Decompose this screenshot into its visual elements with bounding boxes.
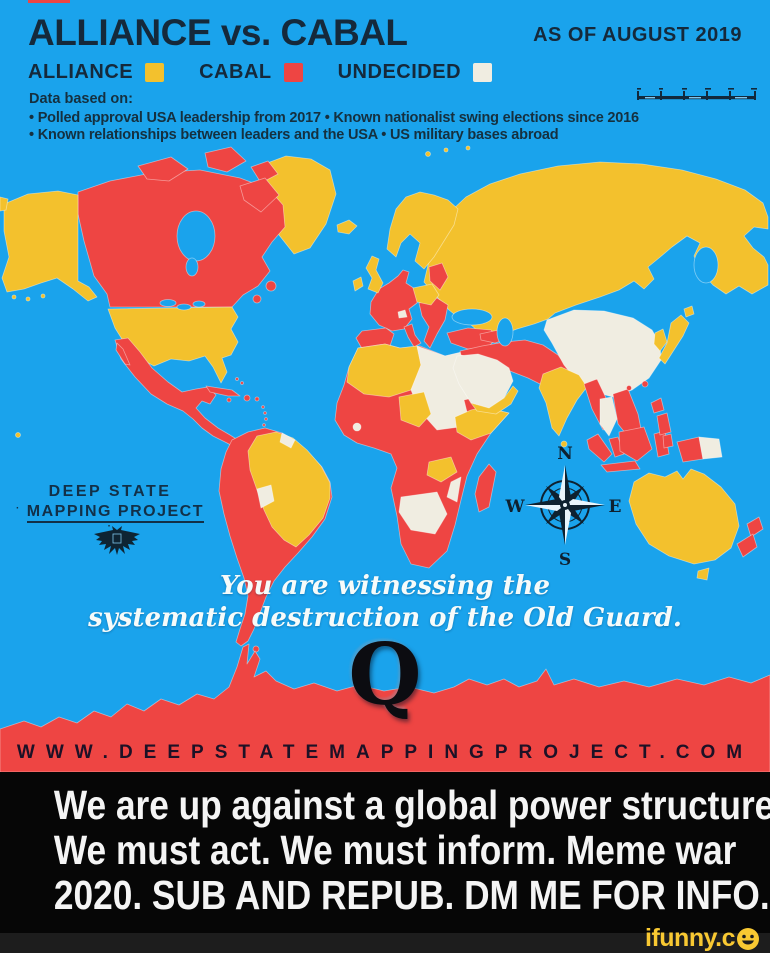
legend-item-alliance: ALLIANCE [28, 61, 165, 84]
region-brazil [247, 431, 331, 548]
project-label-line1: DEEP STATE [48, 483, 172, 500]
legend-label: ALLIANCE [28, 61, 134, 83]
caption-line: We are up against a global power structu… [53, 782, 770, 828]
smiley-o-icon [737, 927, 759, 950]
q-letter: Q [348, 625, 422, 724]
project-label-underlined: MAPPING PROJECT [26, 503, 204, 523]
caption-line: 2020. SUB AND REPUB. DM ME FOR INFO. [53, 872, 770, 918]
region-mozambique [446, 476, 462, 503]
data-sources-bullet: • Known relationships between leaders an… [29, 126, 559, 143]
website-url: WWW.DEEPSTATEMAPPINGPROJECT.COM [16, 742, 754, 763]
legend-item-undecided: UNDECIDED [337, 61, 493, 84]
region-india [538, 366, 588, 448]
region-uk-ireland [352, 255, 384, 294]
footer-strip [0, 933, 770, 953]
region-new-guinea-east [698, 436, 723, 460]
page-title: ALLIANCE vs. CABAL [28, 12, 408, 53]
compass-w: W [504, 497, 525, 517]
undecided-swatch [473, 63, 493, 82]
caption-line: We must act. We must inform. Meme war [53, 827, 737, 873]
region-taiwan-hainan [626, 380, 649, 391]
region-korea [653, 328, 668, 352]
region-hawaii [15, 432, 21, 438]
compass-e: E [609, 497, 622, 517]
alliance-swatch [145, 63, 165, 82]
project-label-line2: · MAPPING PROJECT · [15, 503, 205, 539]
region-zambia-zimbabwe [426, 456, 458, 483]
quote-text: You are witnessing the systematic destru… [0, 570, 770, 634]
caption-band: We are up against a global power structu… [0, 772, 770, 933]
compass-s: S [559, 550, 571, 570]
right-dot: · [107, 521, 113, 532]
region-chad-niger [398, 391, 432, 428]
world-map [0, 145, 770, 772]
region-philippines [650, 397, 674, 449]
region-falkland-islands [252, 645, 260, 653]
region-poland [412, 283, 440, 306]
data-sources-note: Data based on: • Polled approval USA lea… [29, 91, 639, 143]
map-scale-bar [637, 88, 757, 100]
quote-line1: You are witnessing the [219, 571, 551, 601]
project-label: DEEP STATE · MAPPING PROJECT · [15, 483, 205, 539]
top-red-sliver [28, 0, 70, 3]
region-madagascar [474, 463, 497, 513]
map-legend: ALLIANCE CABAL UNDECIDED [28, 61, 493, 84]
region-australia [628, 468, 740, 581]
region-new-zealand [736, 516, 764, 558]
legend-label: CABAL [199, 61, 272, 83]
region-scandinavia [386, 191, 459, 270]
legend-label: UNDECIDED [337, 61, 462, 83]
ifunny-logo-text: ifunny.c [645, 924, 735, 952]
region-maghreb [346, 343, 422, 398]
cabal-swatch [283, 63, 303, 82]
ifunny-logo: ifunny.c [645, 924, 760, 953]
as-of-date: AS OF AUGUST 2019 [533, 24, 742, 46]
region-indonesia [586, 426, 670, 473]
region-antarctica [0, 643, 770, 772]
region-svalbard [425, 145, 471, 157]
region-thailand [599, 396, 618, 437]
data-sources-bullet: • Polled approval USA leadership from 20… [29, 110, 639, 126]
region-paraguay [256, 484, 275, 509]
region-mexico-central-america [114, 337, 268, 451]
region-horn-of-africa [454, 406, 510, 441]
region-yemen-oman [470, 385, 519, 415]
data-sources-heading: Data based on: [29, 91, 133, 107]
region-alaska [0, 190, 98, 302]
region-switzerland [397, 309, 408, 319]
quote-line2: systematic destruction of the Old Guard. [88, 603, 682, 633]
left-dot: · [16, 503, 21, 514]
region-iceland [336, 219, 358, 235]
region-new-guinea-west [676, 436, 704, 463]
region-west-africa-coast [352, 422, 362, 432]
region-guyanas [279, 432, 296, 449]
inland-seas [159, 210, 719, 347]
eagle-emblem-icon [94, 526, 140, 555]
region-namibia-botswana [398, 491, 448, 535]
region-japan [658, 305, 695, 365]
compass-n: N [557, 444, 573, 464]
region-western-europe [355, 262, 449, 354]
compass-rose-icon: N S E W [504, 444, 622, 570]
legend-item-cabal: CABAL [199, 61, 303, 84]
